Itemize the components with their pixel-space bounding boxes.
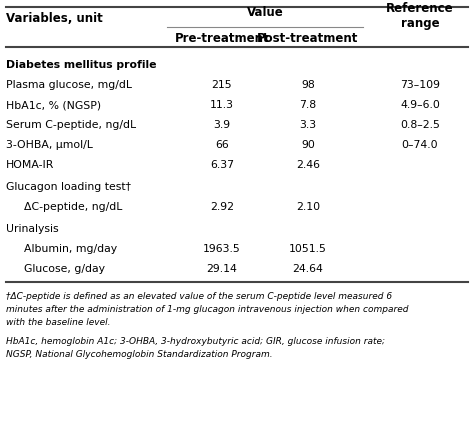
Text: 90: 90: [301, 140, 315, 150]
Text: Reference
range: Reference range: [386, 2, 454, 30]
Text: 6.37: 6.37: [210, 160, 234, 170]
Text: 215: 215: [212, 80, 232, 90]
Text: ΔC-peptide, ng/dL: ΔC-peptide, ng/dL: [24, 201, 122, 211]
Text: 29.14: 29.14: [207, 263, 237, 273]
Text: 1051.5: 1051.5: [289, 243, 327, 253]
Text: Post-treatment: Post-treatment: [257, 32, 359, 44]
Text: 98: 98: [301, 80, 315, 90]
Text: Albumin, mg/day: Albumin, mg/day: [24, 243, 117, 253]
Text: Value: Value: [246, 6, 283, 20]
Text: 3-OHBA, μmol/L: 3-OHBA, μmol/L: [6, 140, 93, 150]
Text: †ΔC-peptide is defined as an elevated value of the serum C-peptide level measure: †ΔC-peptide is defined as an elevated va…: [6, 291, 392, 300]
Text: 2.92: 2.92: [210, 201, 234, 211]
Text: Serum C-peptide, ng/dL: Serum C-peptide, ng/dL: [6, 120, 136, 130]
Text: minutes after the administration of 1-mg glucagon intravenous injection when com: minutes after the administration of 1-mg…: [6, 304, 409, 313]
Text: 3.3: 3.3: [300, 120, 317, 130]
Text: 66: 66: [215, 140, 229, 150]
Text: 0–74.0: 0–74.0: [401, 140, 438, 150]
Text: Glucagon loading test†: Glucagon loading test†: [6, 182, 131, 192]
Text: HOMA-IR: HOMA-IR: [6, 160, 55, 170]
Text: 4.9–6.0: 4.9–6.0: [400, 100, 440, 110]
Text: Glucose, g/day: Glucose, g/day: [24, 263, 105, 273]
Text: NGSP, National Glycohemoglobin Standardization Program.: NGSP, National Glycohemoglobin Standardi…: [6, 349, 273, 358]
Text: Urinalysis: Urinalysis: [6, 224, 59, 234]
Text: 2.46: 2.46: [296, 160, 320, 170]
Text: 3.9: 3.9: [213, 120, 230, 130]
Text: 1963.5: 1963.5: [203, 243, 241, 253]
Text: 0.8–2.5: 0.8–2.5: [400, 120, 440, 130]
Text: HbA1c, % (NGSP): HbA1c, % (NGSP): [6, 100, 101, 110]
Text: Plasma glucose, mg/dL: Plasma glucose, mg/dL: [6, 80, 132, 90]
Text: 7.8: 7.8: [300, 100, 317, 110]
Text: 73–109: 73–109: [400, 80, 440, 90]
Text: Variables, unit: Variables, unit: [6, 12, 103, 24]
Text: 2.10: 2.10: [296, 201, 320, 211]
Text: Diabetes mellitus profile: Diabetes mellitus profile: [6, 60, 156, 70]
Text: 11.3: 11.3: [210, 100, 234, 110]
Text: HbA1c, hemoglobin A1c; 3-OHBA, 3-hydroxybutyric acid; GIR, glucose infusion rate: HbA1c, hemoglobin A1c; 3-OHBA, 3-hydroxy…: [6, 336, 385, 345]
Text: Pre-treatment: Pre-treatment: [175, 32, 269, 44]
Text: 24.64: 24.64: [292, 263, 323, 273]
Text: with the baseline level.: with the baseline level.: [6, 317, 110, 326]
